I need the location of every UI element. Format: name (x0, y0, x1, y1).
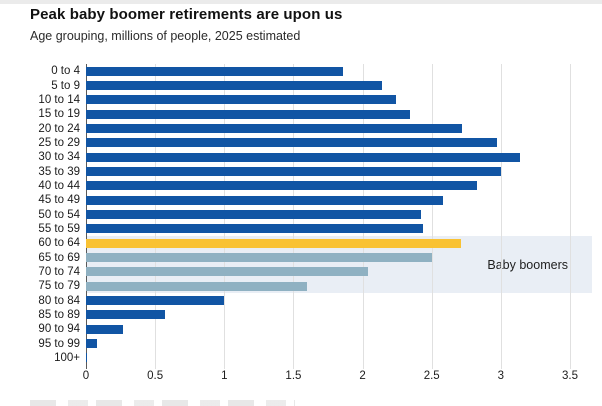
x-axis-tick-label: 2.5 (423, 370, 440, 382)
y-axis-label: 60 to 64 (38, 237, 80, 250)
y-axis-label: 65 to 69 (38, 251, 80, 264)
gridline (570, 64, 571, 369)
y-axis-label: 35 to 39 (38, 165, 80, 178)
bar (86, 238, 461, 248)
y-axis-label: 70 to 74 (38, 265, 80, 278)
y-axis-label: 5 to 9 (51, 79, 80, 92)
bar (86, 324, 124, 334)
x-axis-tick-label: 0.5 (147, 370, 164, 382)
bar (86, 66, 344, 76)
y-axis-label: 95 to 99 (38, 337, 80, 350)
bar (86, 167, 501, 176)
bar (86, 310, 165, 320)
bar (86, 181, 478, 191)
bar (86, 95, 396, 105)
y-axis-label: 10 to 14 (38, 93, 80, 106)
x-axis-tick-label: 3 (497, 370, 505, 382)
bar (86, 138, 497, 148)
page-title: Peak baby boomer retirements are upon us (30, 6, 343, 23)
y-axis-label: 55 to 59 (38, 222, 80, 235)
page-subtitle: Age grouping, millions of people, 2025 e… (30, 29, 301, 43)
y-axis-label: 100+ (54, 351, 80, 364)
bar (86, 195, 443, 205)
bar (86, 109, 410, 119)
x-axis-tick-label: 3.5 (562, 370, 578, 382)
y-axis-label: 40 to 44 (38, 179, 80, 192)
y-axis-label: 25 to 29 (38, 136, 80, 149)
bar (86, 210, 421, 219)
y-axis-label: 15 to 19 (38, 108, 80, 121)
x-axis-tick-label: 1.5 (285, 370, 302, 382)
y-axis-label: 80 to 84 (38, 294, 80, 307)
bar (86, 267, 369, 277)
bar (86, 281, 308, 291)
y-axis-label: 75 to 79 (38, 280, 80, 293)
x-axis-tick-label: 2 (359, 370, 366, 382)
y-axis-label: 45 to 49 (38, 194, 80, 207)
cutoff-source-caption (30, 400, 295, 406)
y-axis-label: 85 to 89 (38, 308, 80, 321)
y-axis-label: 50 to 54 (38, 208, 80, 221)
bar (86, 224, 424, 234)
gridline (431, 64, 433, 369)
top-border-strip (0, 0, 602, 4)
bar (86, 339, 98, 348)
bar (86, 253, 432, 262)
baby-boomers-label: Baby boomers (487, 257, 568, 272)
bar (86, 81, 382, 90)
bar (86, 124, 463, 133)
x-axis-tick-label: 1 (221, 370, 228, 382)
bar (86, 353, 88, 363)
y-axis-label: 90 to 94 (38, 323, 80, 336)
x-axis-tick-label: 0 (82, 370, 90, 382)
gridline (500, 64, 502, 369)
bar (86, 296, 225, 305)
bar (86, 152, 521, 162)
y-axis-label: 0 to 4 (51, 65, 80, 78)
y-axis-label: 20 to 24 (38, 122, 80, 135)
y-axis-label: 30 to 34 (38, 151, 80, 164)
bar-chart-plot-area (86, 64, 571, 369)
